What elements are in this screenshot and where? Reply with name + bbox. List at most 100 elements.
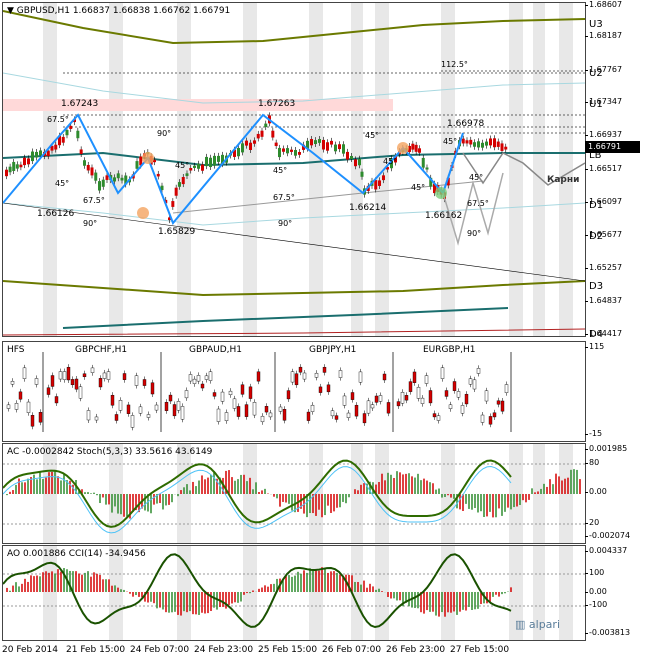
mini-candle-body — [492, 412, 497, 418]
candle-body — [414, 144, 418, 152]
mini-candle-body — [168, 394, 173, 402]
mini-candle-body — [14, 403, 19, 410]
candle-body — [171, 201, 175, 207]
candle-body — [50, 145, 54, 151]
mini-candle-body — [480, 414, 485, 423]
level-label-lb: LB — [589, 150, 602, 161]
time-axis[interactable]: 20 Feb 2014 21 Feb 15:00 24 Feb 07:00 24… — [0, 640, 650, 660]
time-label: 26 Feb 07:00 — [322, 645, 382, 655]
candle-body — [485, 141, 488, 146]
candle-body — [73, 119, 76, 123]
candle-body — [469, 139, 473, 145]
mini-candle-body — [318, 386, 323, 393]
level-label-d1: D1 — [589, 200, 604, 211]
gann-angle-label: 45° — [383, 157, 398, 166]
time-label: 25 Feb 15:00 — [258, 645, 318, 655]
candle-body — [241, 143, 244, 153]
mini-candle-body — [496, 400, 501, 405]
gann-angle-label: 67.5° — [83, 196, 105, 205]
candle-body — [306, 140, 309, 149]
candle-body — [465, 140, 469, 144]
swing-low-label: 1.65829 — [158, 227, 196, 237]
hfs-mini-charts-pane[interactable]: HFS GBPCHF,H1 GBPAUD,H1 GBPJPY,H1 EURGBP… — [2, 341, 586, 442]
candle-body — [326, 142, 329, 151]
mini-candle-body — [38, 412, 43, 423]
mini-candle-body — [476, 368, 481, 374]
candle-body — [153, 159, 156, 163]
mini-candle-body — [106, 371, 111, 380]
gann-angle-label: 45° — [411, 183, 426, 192]
session-stripe — [177, 3, 191, 336]
mini-candle-body — [378, 395, 383, 402]
mini-candle-body — [424, 375, 429, 384]
mini-candle-body — [102, 372, 107, 379]
mini-candle-body — [342, 395, 347, 406]
mini-candle-body — [362, 413, 367, 424]
mini-candle-body — [448, 404, 453, 409]
candle-body — [473, 142, 476, 147]
price-tick: 1.64417 — [584, 329, 623, 338]
session-stripe — [43, 546, 57, 640]
candle-body — [156, 173, 160, 177]
ac-stochastic-pane[interactable]: AC -0.0002842 Stoch(5,3,3) 33.5616 43.61… — [2, 443, 586, 544]
mini-candle-body — [118, 400, 123, 411]
current-price-tag: 1.66791 — [585, 141, 640, 153]
ao-tick: -100 — [584, 600, 608, 609]
mini-pair-label: EURGBP,H1 — [423, 345, 476, 355]
price-scale[interactable]: 1.68607 1.68187 1.67767 1.67347 1.66937 … — [584, 0, 650, 340]
ac-stochastic-chart — [3, 444, 585, 543]
mini-candle-body — [188, 374, 193, 382]
candle-body — [69, 125, 73, 129]
mini-pair-label: GBPAUD,H1 — [189, 345, 243, 355]
pivot-marker — [435, 187, 447, 199]
candle-body — [205, 156, 208, 167]
swing-high-label: 1.67243 — [61, 99, 99, 109]
mini-candle-body — [50, 375, 55, 387]
gann-angle-label: 90° — [157, 129, 172, 138]
candle-body — [86, 164, 90, 171]
candle-body — [298, 151, 301, 155]
candle-body — [101, 179, 105, 187]
candle-body — [322, 139, 325, 150]
candle-body — [429, 177, 433, 187]
candle-body — [390, 158, 393, 169]
mini-candle-body — [322, 366, 327, 373]
candle-body — [39, 150, 42, 156]
trend-line — [62, 307, 509, 329]
ao-cci-pane[interactable]: AO 0.001886 CCI(14) -34.9456 ▥ alpari — [2, 545, 586, 641]
mini-candle-body — [78, 386, 83, 399]
ao-tick: 0.00 — [585, 587, 607, 596]
candle-body — [314, 140, 317, 144]
ao-scale: 0.004337 100 0.00 -100 -0.003813 — [584, 545, 650, 639]
karni-label: Карни — [547, 175, 580, 185]
time-label: 20 Feb 2014 — [2, 645, 59, 655]
main-price-pane[interactable]: ▼ GBPUSD,H1 1.66837 1.66838 1.66762 1.66… — [2, 2, 586, 337]
price-tick: 1.66937 — [584, 130, 623, 139]
mini-candle-body — [386, 402, 391, 414]
session-stripe — [559, 546, 573, 640]
mini-candle-body — [464, 393, 469, 405]
candle-body — [160, 185, 164, 191]
ao-cci-title: AO 0.001886 CCI(14) -34.9456 — [7, 549, 146, 559]
mini-candle-body — [74, 378, 79, 390]
hfs-mini-charts — [6, 352, 512, 432]
mini-candle-body — [302, 372, 307, 380]
mini-candle-body — [412, 371, 417, 383]
candle-body — [124, 175, 128, 185]
candle-body — [286, 148, 289, 154]
time-label: 26 Feb 23:00 — [386, 645, 446, 655]
session-stripe — [509, 444, 523, 543]
swing-low-label: 1.66214 — [349, 203, 387, 213]
mini-candle-body — [164, 401, 169, 411]
candle-body — [76, 130, 80, 139]
candle-body — [120, 177, 124, 181]
candle-body — [65, 130, 69, 136]
session-stripe — [375, 546, 389, 640]
candle-body — [168, 217, 171, 221]
mini-candle-body — [138, 406, 143, 414]
mini-candle-body — [420, 397, 425, 404]
candle-body — [461, 138, 465, 144]
candle-body — [35, 151, 38, 158]
candle-body — [504, 146, 508, 150]
